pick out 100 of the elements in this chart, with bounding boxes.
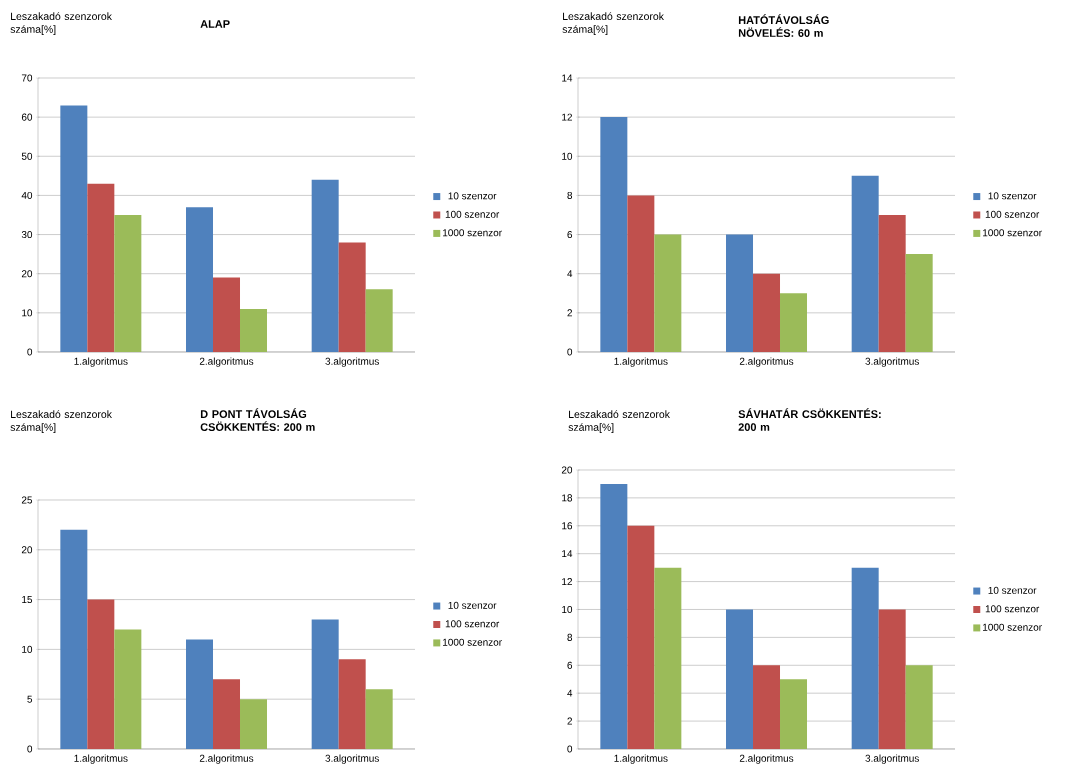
bar bbox=[600, 483, 628, 749]
legend-label: 10 szenzor bbox=[448, 192, 497, 200]
bar bbox=[87, 599, 115, 749]
bar bbox=[365, 689, 393, 749]
bar bbox=[905, 254, 933, 352]
x-tick-label: 3.algoritmus bbox=[325, 357, 379, 367]
y-tick-label: 8 bbox=[567, 191, 573, 199]
y-tick-label: 10 bbox=[22, 645, 33, 653]
y-tick-label: 0 bbox=[27, 745, 33, 753]
y-tick-label: 20 bbox=[21, 546, 33, 554]
y-tick-label: 0 bbox=[567, 745, 573, 753]
x-tick-label: 3.algoritmus bbox=[325, 754, 379, 764]
bar bbox=[240, 308, 268, 352]
legend-label: 10 szenzor bbox=[448, 601, 497, 609]
y-tick-label: 6 bbox=[567, 231, 573, 239]
bar bbox=[60, 529, 88, 749]
bar bbox=[726, 234, 754, 352]
y-tick-label: 16 bbox=[562, 522, 573, 530]
bar bbox=[338, 659, 366, 749]
legend-label: 1000 szenzor bbox=[443, 229, 502, 237]
y-tick-label: 0 bbox=[27, 348, 33, 356]
y-tick-label: 10 bbox=[562, 152, 573, 160]
y-tick-label: 12 bbox=[562, 113, 572, 121]
y-tick-label: 40 bbox=[21, 191, 33, 199]
bar bbox=[311, 619, 339, 749]
x-tick-label: 1.algoritmus bbox=[74, 754, 128, 764]
y-axis-title: Leszakadó szenzorok száma[%] bbox=[10, 12, 112, 36]
y-tick-label: 8 bbox=[567, 633, 573, 641]
bar bbox=[365, 289, 393, 352]
bar bbox=[114, 629, 142, 749]
bar bbox=[627, 195, 655, 352]
legend-label: 100 szenzor bbox=[445, 620, 500, 628]
y-tick-label: 10 bbox=[22, 309, 33, 317]
bar bbox=[726, 609, 754, 749]
bar bbox=[213, 679, 241, 749]
y-tick-label: 2 bbox=[567, 309, 572, 317]
bar bbox=[338, 242, 366, 352]
legend-label: 1000 szenzor bbox=[983, 229, 1042, 237]
bar bbox=[780, 293, 808, 352]
x-tick-label: 2.algoritmus bbox=[199, 754, 254, 764]
legend-label: 10 szenzor bbox=[988, 586, 1037, 594]
x-tick-label: 2.algoritmus bbox=[739, 754, 794, 764]
y-tick-label: 70 bbox=[21, 74, 33, 82]
bar bbox=[878, 609, 906, 749]
bar bbox=[780, 679, 808, 749]
bar bbox=[654, 567, 682, 749]
y-tick-label: 18 bbox=[562, 494, 573, 502]
x-tick-label: 2.algoritmus bbox=[199, 357, 254, 367]
bar bbox=[878, 214, 906, 352]
y-tick-label: 10 bbox=[562, 605, 573, 614]
bar bbox=[627, 525, 655, 749]
y-tick-label: 0 bbox=[567, 348, 573, 356]
bar bbox=[654, 234, 682, 352]
chart-title: D PONT TÁVOLSÁG CSÖKKENTÉS: 200 m bbox=[200, 408, 315, 431]
chart-title: ALAP bbox=[200, 20, 230, 28]
y-tick-label: 25 bbox=[21, 496, 33, 504]
bar bbox=[87, 183, 115, 352]
y-tick-label: 14 bbox=[562, 74, 573, 82]
x-tick-label: 1.algoritmus bbox=[74, 357, 128, 367]
y-tick-label: 4 bbox=[567, 689, 573, 697]
x-tick-label: 3.algoritmus bbox=[865, 754, 919, 764]
y-axis-title: Leszakadó szenzorok száma[%] bbox=[568, 410, 670, 434]
y-tick-label: 4 bbox=[567, 270, 573, 278]
y-tick-label: 60 bbox=[21, 113, 33, 121]
y-tick-label: 20 bbox=[21, 270, 33, 278]
legend-label: 100 szenzor bbox=[985, 605, 1040, 613]
y-tick-label: 15 bbox=[22, 596, 33, 604]
bar bbox=[311, 179, 339, 352]
x-tick-label: 2.algoritmus bbox=[739, 357, 794, 367]
bar bbox=[60, 105, 88, 352]
y-tick-label: 12 bbox=[562, 578, 572, 586]
y-tick-label: 20 bbox=[561, 466, 573, 474]
legend-label: 10 szenzor bbox=[988, 192, 1037, 200]
legend-label: 1000 szenzor bbox=[443, 638, 502, 646]
y-axis-title: Leszakadó szenzorok száma[%] bbox=[10, 410, 112, 434]
legend-label: 100 szenzor bbox=[445, 210, 500, 218]
x-tick-label: 3.algoritmus bbox=[865, 357, 919, 367]
y-tick-label: 30 bbox=[21, 231, 33, 239]
bar bbox=[240, 699, 268, 749]
bar bbox=[851, 567, 879, 749]
y-tick-label: 2 bbox=[567, 717, 572, 725]
bar bbox=[114, 214, 142, 352]
chart-title: HATÓTÁVOLSÁG NÖVELÉS: 60 m bbox=[738, 14, 829, 37]
legend-label: 100 szenzor bbox=[985, 210, 1040, 218]
y-tick-label: 50 bbox=[21, 152, 33, 160]
bar bbox=[753, 273, 781, 352]
x-tick-label: 1.algoritmus bbox=[614, 754, 668, 764]
bar bbox=[600, 117, 628, 352]
bar bbox=[186, 639, 214, 749]
bar bbox=[186, 207, 214, 352]
y-tick-label: 5 bbox=[27, 695, 33, 703]
y-tick-label: 14 bbox=[562, 550, 573, 558]
x-tick-label: 1.algoritmus bbox=[614, 357, 668, 367]
bar bbox=[753, 665, 781, 749]
bar bbox=[213, 277, 241, 352]
y-axis-title: Leszakadó szenzorok száma[%] bbox=[562, 12, 664, 36]
bar bbox=[851, 175, 879, 352]
legend-label: 1000 szenzor bbox=[983, 623, 1042, 631]
y-tick-label: 6 bbox=[567, 661, 573, 669]
bar bbox=[905, 665, 933, 749]
